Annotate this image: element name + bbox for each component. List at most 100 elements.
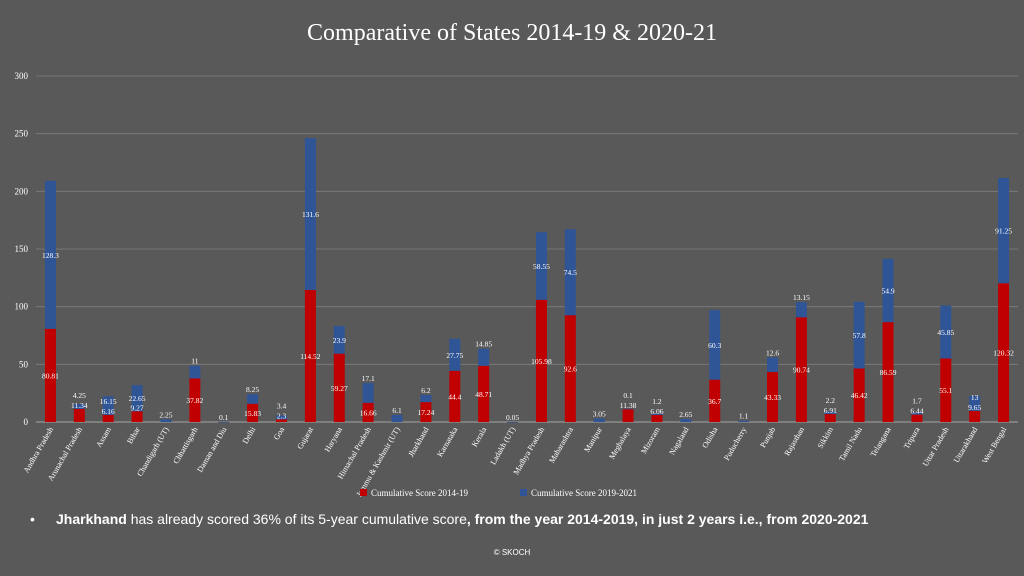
bar-2014-19 [853, 368, 865, 422]
y-tick-label: 250 [15, 129, 29, 139]
bar-2019-21 [795, 302, 807, 318]
data-label-2014-19: 6.44 [910, 407, 923, 416]
bar-2019-21 [853, 301, 865, 369]
x-category-label: Andhra Pradesh [22, 426, 55, 475]
bar-2019-21 [680, 418, 692, 422]
data-label-2014-19: 59.27 [331, 384, 348, 393]
x-category-label: Puducherry [722, 426, 748, 462]
bar-2014-19 [767, 372, 778, 422]
x-category-label: Daman and Diu [195, 426, 228, 474]
bar-2014-19 [911, 414, 923, 422]
x-category-label: Chhattisgarh [171, 426, 199, 466]
data-label-2019-21: 57.8 [853, 331, 866, 340]
bar-2014-19 [535, 299, 547, 422]
data-label-2014-19: 44.4 [448, 392, 461, 401]
data-label-2014-19: 80.81 [42, 371, 59, 380]
y-tick-label: 50 [19, 359, 29, 369]
bar-2019-21 [420, 394, 432, 403]
y-tick-label: 150 [15, 244, 29, 254]
x-category-label: Meghalaya [607, 425, 633, 461]
bar-2014-19 [102, 414, 114, 422]
bar-2019-21 [102, 396, 114, 415]
legend-2014-19-label: Cumulative Score 2014-19 [371, 488, 468, 498]
data-label-2019-21: 17.1 [362, 374, 375, 383]
x-category-label: Mizoram [639, 425, 662, 456]
bar-2014-19 [247, 403, 259, 422]
x-category-label: Kerala [470, 425, 489, 448]
copyright-credit: © SKOCH [493, 548, 531, 557]
bar-2014-19 [189, 378, 201, 422]
data-label-2019-21: 14.85 [475, 340, 492, 349]
bar-2019-21 [189, 365, 201, 379]
y-tick-label: 100 [15, 302, 29, 312]
bar-2014-19 [304, 289, 316, 422]
data-label-2019-21: 1.7 [912, 397, 922, 406]
data-label-2019-21: 1.2 [652, 397, 662, 406]
data-label-2014-19: 16.66 [360, 408, 377, 417]
bar-2019-21 [391, 414, 403, 422]
bar-2019-21 [44, 180, 56, 329]
bar-2019-21 [304, 138, 316, 290]
bar-2019-21 [767, 357, 778, 373]
bar-2019-21 [824, 411, 836, 415]
x-category-label: Assam [94, 425, 113, 449]
bullet-marker: • [30, 511, 35, 527]
bar-2019-21 [969, 395, 981, 411]
data-label-2014-19: 55.1 [939, 386, 952, 395]
data-label-2019-21: 13 [971, 393, 979, 402]
data-label-2019-21: 131.6 [302, 210, 319, 219]
bar-2014-19 [44, 328, 56, 422]
y-tick-label: 0 [24, 417, 29, 427]
bar-2014-19 [333, 353, 345, 422]
data-label-2019-21: 23.9 [333, 336, 346, 345]
bar-2019-21 [593, 418, 605, 422]
bar-2019-21 [738, 420, 750, 422]
x-category-label: Delhi [241, 425, 258, 446]
bar-2019-21 [73, 404, 85, 409]
note-text-1: has already scored 36% of its 5-year cum… [126, 511, 467, 527]
bar-2014-19 [940, 358, 952, 422]
bar-2019-21 [998, 177, 1010, 284]
bar-2014-19 [622, 408, 634, 422]
data-label-2014-19: 11.38 [620, 401, 637, 410]
x-category-label: Tamil Nadu [837, 426, 864, 463]
data-label-2014-19: 43.33 [764, 393, 781, 402]
x-category-label: Ladakh (UT) [489, 425, 518, 466]
bar-2019-21 [940, 305, 952, 359]
data-label-2014-19: 36.7 [708, 397, 721, 406]
bar-2019-21 [882, 258, 894, 323]
bar-2019-21 [449, 338, 461, 371]
data-label-2014-19: 92.6 [564, 365, 577, 374]
data-label-2014-19: 105.98 [531, 357, 552, 366]
bar-2019-21 [709, 310, 721, 380]
bar-2014-19 [73, 408, 85, 422]
bar-2014-19 [709, 379, 721, 422]
data-label-2014-19: 120.32 [993, 349, 1014, 358]
data-label-2019-21: 54.9 [881, 286, 894, 295]
bar-2019-21 [247, 394, 259, 404]
bar-2019-21 [218, 421, 230, 423]
bar-2014-19 [795, 317, 807, 422]
data-label-2019-21: 8.25 [246, 385, 259, 394]
data-label-2019-21: 2.25 [159, 410, 172, 419]
x-category-label: Goa [272, 425, 287, 441]
data-label-2019-21: 6.1 [392, 406, 402, 415]
data-label-2019-21: 4.25 [73, 391, 86, 400]
chart-title: Comparative of States 2014-19 & 2020-21 [307, 20, 717, 46]
x-category-label: West Bengal [980, 425, 1008, 465]
data-label-2014-19: 2.3 [277, 411, 287, 420]
x-category-label: Uttar Pradesh [921, 426, 951, 468]
x-category-label: Madhya Pradesh [512, 426, 547, 477]
data-label-2019-21: 22.65 [129, 394, 146, 403]
summary-note: • Jharkhand has already scored 36% of its… [30, 511, 1010, 527]
bar-2014-19 [824, 414, 836, 422]
data-label-2019-21: 0.1 [219, 413, 229, 422]
bar-2014-19 [131, 411, 143, 422]
x-category-label: Uttarakhand [952, 426, 980, 465]
bar-2014-19 [449, 370, 461, 422]
data-label-2019-21: 3.4 [277, 401, 287, 410]
x-category-label: Punjab [758, 426, 777, 450]
data-label-2014-19: 6.16 [102, 407, 115, 416]
bar-2014-19 [478, 365, 490, 422]
bar-2014-19 [998, 283, 1010, 422]
